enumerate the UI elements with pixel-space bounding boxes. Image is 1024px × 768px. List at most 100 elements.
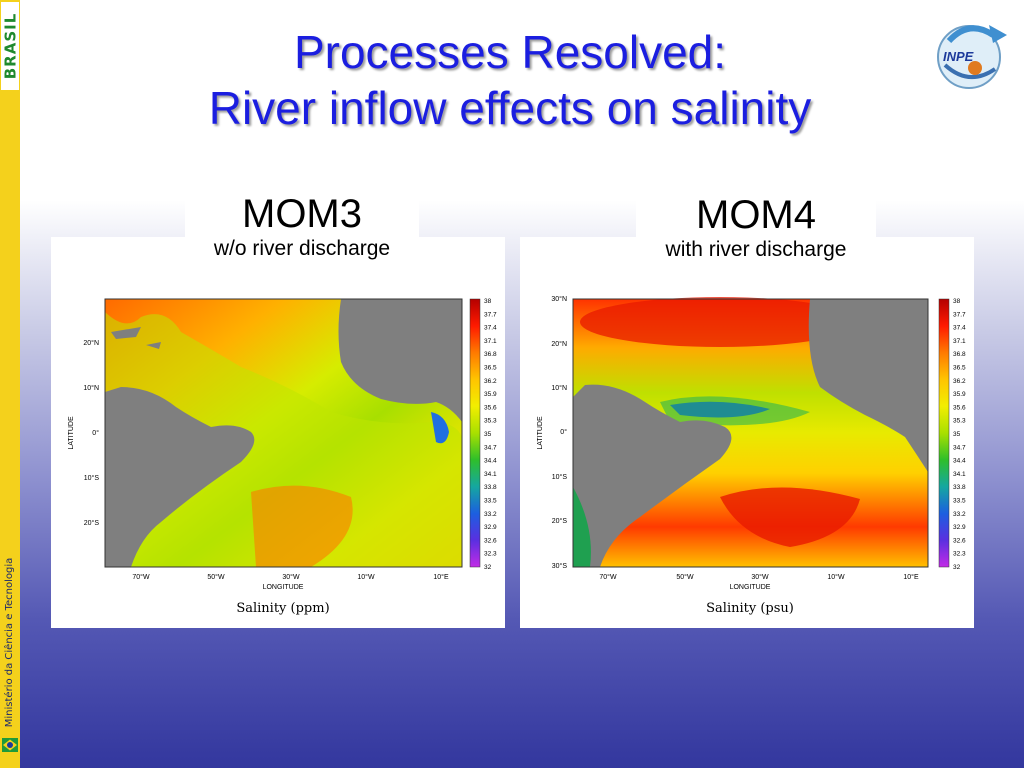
mom3-label-box: MOM3 w/o river discharge <box>185 192 419 287</box>
mom3-figure-panel: 20°N 10°N 0° 10°S 20°S LATITUDE 70°W 50°… <box>51 237 505 628</box>
mom4-figure-panel: 30°N 20°N 10°N 0° 10°S 20°S 30°S LATITUD… <box>520 237 974 628</box>
colorbar-label: 35.9 <box>953 391 966 398</box>
colorbar-label: 34.4 <box>953 458 966 465</box>
y-tick: 20°N <box>83 339 99 347</box>
green-band <box>660 396 810 426</box>
mom3-salinity-map: 20°N 10°N 0° 10°S 20°S LATITUDE 70°W 50°… <box>68 298 497 616</box>
y-tick: 30°S <box>552 562 568 570</box>
colorbar-label: 36.5 <box>953 365 966 372</box>
south-america-land <box>573 384 732 567</box>
model-name: MOM3 <box>242 192 362 236</box>
colorbar-label: 37.4 <box>953 325 966 332</box>
colorbar-label: 34.4 <box>484 458 497 465</box>
coastal-fresh <box>573 487 591 567</box>
north-high-salinity <box>580 297 860 347</box>
colorbar-label: 32.3 <box>484 551 497 558</box>
model-subtitle: with river discharge <box>665 238 847 261</box>
colorbar-label: 36.8 <box>953 351 966 358</box>
colorbar-label: 35.3 <box>484 418 497 425</box>
inpe-logo-text: INPE <box>943 49 974 64</box>
colorbar-label: 36.8 <box>484 351 497 358</box>
colorbar-label: 33.5 <box>953 498 966 505</box>
colorbar-label: 37.1 <box>484 338 497 345</box>
colorbar-label: 35.6 <box>484 404 497 411</box>
colorbar-label: 35 <box>484 431 492 438</box>
y-axis-label: LATITUDE <box>68 416 75 450</box>
colorbar-label: 37.4 <box>484 325 497 332</box>
map-frame <box>572 298 929 568</box>
y-tick: 0° <box>92 429 99 437</box>
x-tick: 10°W <box>827 573 845 581</box>
y-tick: 10°N <box>83 384 99 392</box>
colorbar-label: 35 <box>953 431 961 438</box>
colorbar-label: 37.1 <box>953 338 966 345</box>
x-tick: 10°W <box>357 573 375 581</box>
colorbar-label: 32.9 <box>953 524 966 531</box>
map-caption: Salinity (ppm) <box>236 601 329 616</box>
africa-land <box>338 299 462 422</box>
colorbar-label: 35.9 <box>484 391 497 398</box>
brazil-flag-icon <box>2 738 18 752</box>
colorbar-label: 34.7 <box>484 444 497 451</box>
y-tick: 10°N <box>551 384 567 392</box>
y-axis-ticks: 20°N 10°N 0° 10°S 20°S <box>83 339 99 527</box>
colorbar <box>469 298 481 568</box>
y-tick: 20°N <box>551 340 567 348</box>
y-tick: 30°N <box>551 295 567 303</box>
brasil-logo-text: BRASIL <box>1 12 19 80</box>
colorbar-label: 38 <box>484 298 492 305</box>
colorbar-labels: 38 37.7 37.4 37.1 36.8 36.5 36.2 35.9 35.6 35.3 35… <box>953 298 966 571</box>
x-axis-ticks: 70°W 50°W 30°W 10°W 10°E <box>132 573 449 581</box>
fresh-water-plume <box>105 312 462 567</box>
x-tick: 70°W <box>599 573 617 581</box>
colorbar-label: 37.7 <box>953 311 966 318</box>
inpe-logo: INPE <box>937 25 1007 89</box>
colorbar-label: 32.6 <box>484 537 497 544</box>
map-frame <box>104 298 463 568</box>
title-line-2: River inflow effects on salinity <box>208 82 812 134</box>
colorbar-label: 33.2 <box>484 511 497 518</box>
colorbar-label: 32.9 <box>484 524 497 531</box>
slide-title: Processes Resolved: River inflow effects… <box>60 24 960 136</box>
high-salinity-area <box>251 485 353 567</box>
x-tick: 50°W <box>207 573 225 581</box>
colorbar-label: 35.3 <box>953 418 966 425</box>
model-name: MOM4 <box>696 193 816 237</box>
title-line-1: Processes Resolved: <box>293 26 727 78</box>
colorbar-label: 36.2 <box>484 378 497 385</box>
x-tick: 30°W <box>751 573 769 581</box>
caribbean-islands <box>111 327 161 349</box>
colorbar-label: 36.5 <box>484 365 497 372</box>
brasil-logo: BRASIL <box>1 2 19 90</box>
model-subtitle: w/o river discharge <box>213 237 391 260</box>
y-tick: 10°S <box>84 474 100 482</box>
x-tick: 10°E <box>903 573 919 581</box>
x-tick: 70°W <box>132 573 150 581</box>
x-tick: 30°W <box>282 573 300 581</box>
south-high-salinity <box>720 487 860 547</box>
colorbar-labels: 38 37.7 37.4 37.1 36.8 36.5 36.2 35.9 35.6 35.3 35… <box>484 298 497 571</box>
ministry-label: Ministério da Ciência e Tecnologia <box>0 540 20 745</box>
south-america-land <box>105 387 255 567</box>
map-caption: Salinity (psu) <box>706 601 794 616</box>
sidebar-strip: BRASIL Ministério da Ciência e Tecnologi… <box>0 0 20 768</box>
congo-plume <box>431 412 449 444</box>
colorbar-label: 34.1 <box>953 471 966 478</box>
colorbar-label: 33.5 <box>484 498 497 505</box>
colorbar-label: 33.2 <box>953 511 966 518</box>
colorbar-label: 34.7 <box>953 444 966 451</box>
y-axis-label: LATITUDE <box>537 416 544 450</box>
y-axis-ticks: 30°N 20°N 10°N 0° 10°S 20°S 30°S <box>551 295 567 570</box>
colorbar-label: 33.8 <box>953 484 966 491</box>
colorbar-label: 35.6 <box>953 404 966 411</box>
colorbar-label: 32 <box>484 564 492 571</box>
colorbar <box>938 298 950 568</box>
colorbar-label: 38 <box>953 298 961 305</box>
mom4-label-box: MOM4 with river discharge <box>636 193 876 288</box>
colorbar-label: 33.8 <box>484 484 497 491</box>
x-axis-label: LONGITUDE <box>730 584 771 591</box>
x-tick: 10°E <box>433 573 449 581</box>
colorbar-label: 36.2 <box>953 378 966 385</box>
colorbar-label: 34.1 <box>484 471 497 478</box>
colorbar-label: 32.3 <box>953 551 966 558</box>
